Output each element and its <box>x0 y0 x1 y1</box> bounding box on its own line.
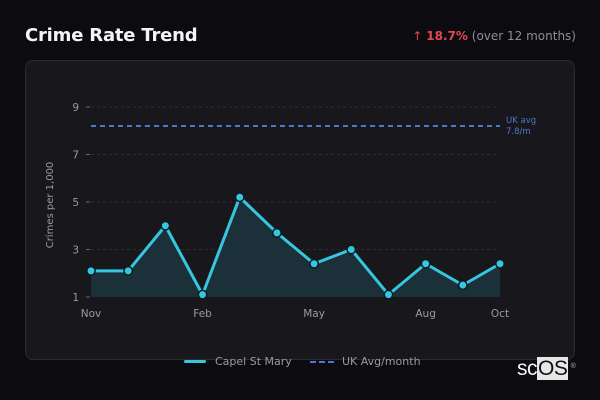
gridlines <box>91 106 500 250</box>
legend-item-capel-st-mary[interactable]: Capel St Mary <box>184 355 292 368</box>
data-point-jun[interactable] <box>346 244 357 255</box>
dashed-line-swatch-icon <box>310 360 334 363</box>
data-points <box>86 192 505 300</box>
chart-legend: Capel St Mary UK Avg/month <box>0 355 600 371</box>
data-point-nov[interactable] <box>86 265 96 276</box>
data-point-aug[interactable] <box>420 258 431 269</box>
data-point-may[interactable] <box>309 258 320 269</box>
y-tick-label: 5 <box>72 197 79 209</box>
data-point-apr[interactable] <box>271 227 282 238</box>
y-tick-label: 9 <box>72 102 79 114</box>
data-point-jan[interactable] <box>160 220 171 231</box>
logo-prefix: sc <box>517 357 538 380</box>
trend-up-icon: ↑ <box>412 29 423 43</box>
solid-line-swatch-icon <box>184 360 206 363</box>
uk-avg-annotation-value: 7.8/m <box>506 127 531 137</box>
x-tick-label: Oct <box>491 308 509 320</box>
trend-change: ↑ 18.7% (over 12 months) <box>412 29 576 43</box>
legend-label: UK Avg/month <box>342 355 421 368</box>
registered-mark-icon: ® <box>570 363 576 370</box>
page-title: Crime Rate Trend <box>25 25 198 46</box>
y-tick-label: 3 <box>72 245 79 257</box>
legend-item-uk-avg[interactable]: UK Avg/month <box>310 355 421 368</box>
x-tick-label: Aug <box>415 308 436 320</box>
data-point-feb[interactable] <box>197 289 208 300</box>
x-tick-label: Feb <box>193 308 212 320</box>
chart-card <box>25 60 575 360</box>
data-point-sep[interactable] <box>457 280 468 291</box>
data-point-oct[interactable] <box>495 258 505 269</box>
y-tick-label: 7 <box>72 150 79 162</box>
data-point-jul[interactable] <box>383 289 394 300</box>
logo-highlight: OS <box>537 357 569 380</box>
y-tick-label: 1 <box>72 292 79 304</box>
legend-label: Capel St Mary <box>215 355 292 368</box>
change-percent: 18.7% <box>426 29 468 43</box>
x-tick-label: Nov <box>81 308 102 320</box>
uk-avg-annotation-label: UK avg <box>506 116 536 126</box>
y-axis: 1 3 5 7 9 <box>72 102 90 304</box>
data-point-dec[interactable] <box>123 265 134 276</box>
x-axis: Nov Feb May Aug Oct <box>81 308 509 320</box>
series-line <box>89 195 502 297</box>
data-point-mar[interactable] <box>234 192 245 203</box>
change-period: (over 12 months) <box>471 29 576 43</box>
scos-logo: scOS ® <box>517 357 576 380</box>
x-tick-label: May <box>303 308 325 320</box>
y-axis-label: Crimes per 1,000 <box>45 162 56 249</box>
